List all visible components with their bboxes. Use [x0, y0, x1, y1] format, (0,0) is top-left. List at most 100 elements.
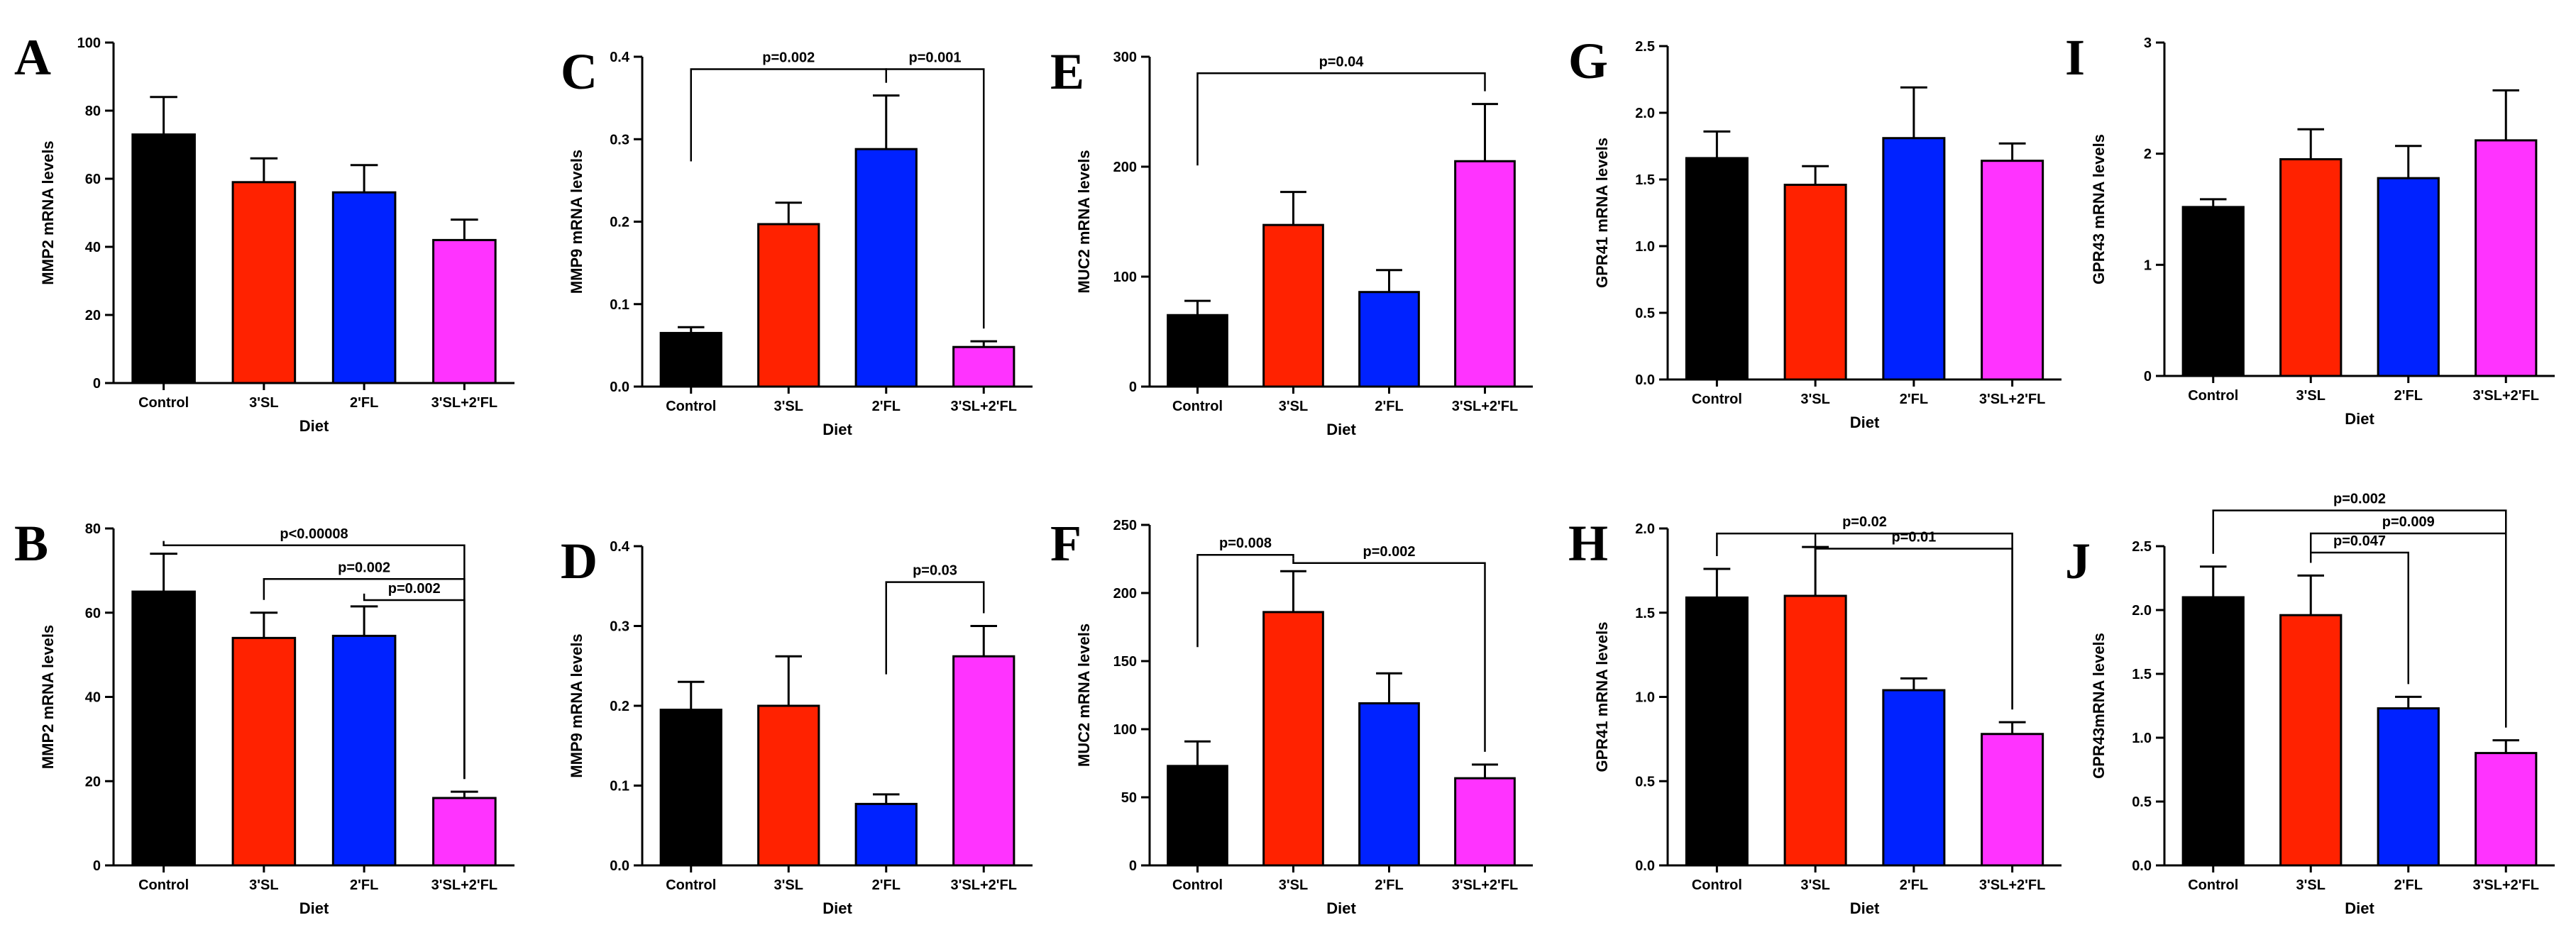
- x-tick-label: 3'SL: [774, 399, 803, 414]
- x-tick-label: 3'SL: [2296, 877, 2325, 893]
- p-value-label: p=0.02: [1842, 514, 1887, 530]
- y-axis-title: MUC2 mRNA levels: [1075, 624, 1093, 767]
- bar: [2181, 596, 2245, 867]
- bar: [2377, 177, 2440, 377]
- y-tick-label: 200: [1113, 160, 1137, 175]
- y-tick-label: 0.0: [610, 379, 629, 395]
- y-tick-label: 2.0: [1635, 106, 1655, 121]
- bar: [331, 634, 397, 867]
- bar: [2279, 614, 2343, 867]
- bar: [2181, 206, 2245, 377]
- y-tick-label: 40: [85, 240, 101, 255]
- y-tick-label: 0: [1129, 858, 1137, 874]
- y-axis-title: GPR41 mRNA levels: [1593, 622, 1611, 772]
- y-tick-label: 2: [2144, 147, 2152, 162]
- x-tick-label: 3'SL+2'FL: [951, 877, 1017, 893]
- y-tick-label: 250: [1113, 518, 1137, 533]
- y-tick-label: 0.1: [610, 297, 629, 313]
- p-value-label: p=0.001: [909, 50, 962, 65]
- significance-bracket: [2310, 551, 2409, 685]
- x-tick-label: 2'FL: [2394, 877, 2423, 893]
- x-tick-label: 3'SL: [1800, 877, 1829, 893]
- panel-a: A 0 20 40 60 80 100 MMP2 mRNA levels Control 3'SL…: [14, 29, 514, 435]
- y-tick-label: 0.0: [1635, 372, 1655, 388]
- panel-letter: E: [1050, 43, 1084, 100]
- x-tick-label: 2'FL: [350, 877, 378, 893]
- x-tick-label: 3'SL+2'FL: [1452, 399, 1518, 414]
- x-tick-label: 3'SL: [1279, 399, 1308, 414]
- y-tick-label: 0.3: [610, 619, 629, 635]
- y-tick-label: 60: [85, 172, 101, 187]
- x-tick-label: 3'SL+2'FL: [2473, 388, 2539, 404]
- p-value-label: p=0.047: [2333, 533, 2386, 549]
- y-tick-label: 60: [85, 606, 101, 621]
- x-tick-label: 3'SL: [249, 395, 278, 411]
- x-tick-label: 3'SL+2'FL: [431, 395, 497, 411]
- x-tick-label: 2'FL: [1375, 877, 1403, 893]
- y-tick-label: 20: [85, 308, 101, 323]
- bar: [432, 797, 497, 867]
- y-tick-label: 1: [2144, 257, 2152, 273]
- bar: [1167, 765, 1228, 867]
- significance-bracket: [1814, 534, 2013, 710]
- x-tick-label: Control: [138, 877, 189, 893]
- p-value-label: p=0.002: [338, 560, 390, 575]
- p-value-label: p=0.03: [913, 563, 957, 579]
- panel-letter: H: [1568, 515, 1608, 572]
- y-tick-label: 0.5: [1635, 306, 1655, 321]
- y-tick-label: 1.5: [1635, 606, 1655, 621]
- bar: [1262, 223, 1324, 388]
- significance-bracket: [163, 541, 466, 780]
- x-tick-label: 3'SL+2'FL: [431, 877, 497, 893]
- significance-bracket: [885, 581, 985, 675]
- bar: [854, 148, 918, 388]
- x-tick-label: 3'SL+2'FL: [2473, 877, 2539, 893]
- bar: [2377, 707, 2440, 867]
- y-tick-label: 0.4: [610, 539, 630, 555]
- panel-e: E 0 100 200 300 MUC2 mRNA levels Control 3'SL 2'…: [1050, 43, 1533, 438]
- y-tick-label: 0.4: [610, 50, 630, 65]
- panel-letter: B: [14, 515, 48, 572]
- bar: [2279, 158, 2343, 377]
- y-axis-title: MMP2 mRNA levels: [39, 625, 57, 769]
- x-tick-label: 2'FL: [872, 877, 901, 893]
- bar: [659, 331, 722, 388]
- bar: [1167, 314, 1228, 388]
- x-tick-label: 2'FL: [350, 395, 378, 411]
- y-tick-label: 0.2: [610, 699, 629, 714]
- y-tick-label: 2.5: [2132, 539, 2152, 555]
- x-tick-label: 3'SL+2'FL: [951, 399, 1017, 414]
- significance-bracket: [1196, 72, 1486, 166]
- y-tick-label: 1.5: [1635, 172, 1655, 188]
- p-value-label: p=0.01: [1891, 530, 1936, 545]
- significance-bracket: [363, 593, 466, 780]
- x-tick-label: Control: [2188, 388, 2238, 404]
- x-axis-title: Diet: [1850, 899, 1880, 917]
- p-value-label: p=0.009: [2382, 514, 2435, 530]
- x-tick-label: 3'SL+2'FL: [1979, 877, 2045, 893]
- y-axis-title: MUC2 mRNA levels: [1075, 150, 1093, 293]
- p-value-label: p=0.002: [1363, 544, 1416, 560]
- y-tick-label: 0.0: [610, 858, 629, 874]
- y-tick-label: 0.2: [610, 215, 629, 231]
- bar: [757, 223, 820, 388]
- x-tick-label: 3'SL: [1279, 877, 1308, 893]
- x-axis-title: Diet: [822, 899, 852, 917]
- x-tick-label: 3'SL: [2296, 388, 2325, 404]
- y-tick-label: 0.1: [610, 779, 629, 794]
- bar: [231, 636, 297, 867]
- bar: [1685, 596, 1749, 867]
- bar: [952, 655, 1015, 867]
- significance-bracket: [1716, 532, 2013, 710]
- bar: [1685, 157, 1749, 381]
- x-axis-title: Diet: [2345, 899, 2374, 917]
- bar: [1454, 160, 1516, 388]
- bar: [131, 133, 196, 384]
- bar: [2475, 752, 2538, 867]
- y-tick-label: 0.5: [2132, 794, 2152, 810]
- x-tick-label: 2'FL: [1900, 877, 1928, 893]
- y-tick-label: 0.5: [1635, 774, 1655, 789]
- panel-letter: D: [561, 533, 598, 589]
- significance-bracket: [885, 68, 985, 329]
- x-tick-label: Control: [666, 399, 716, 414]
